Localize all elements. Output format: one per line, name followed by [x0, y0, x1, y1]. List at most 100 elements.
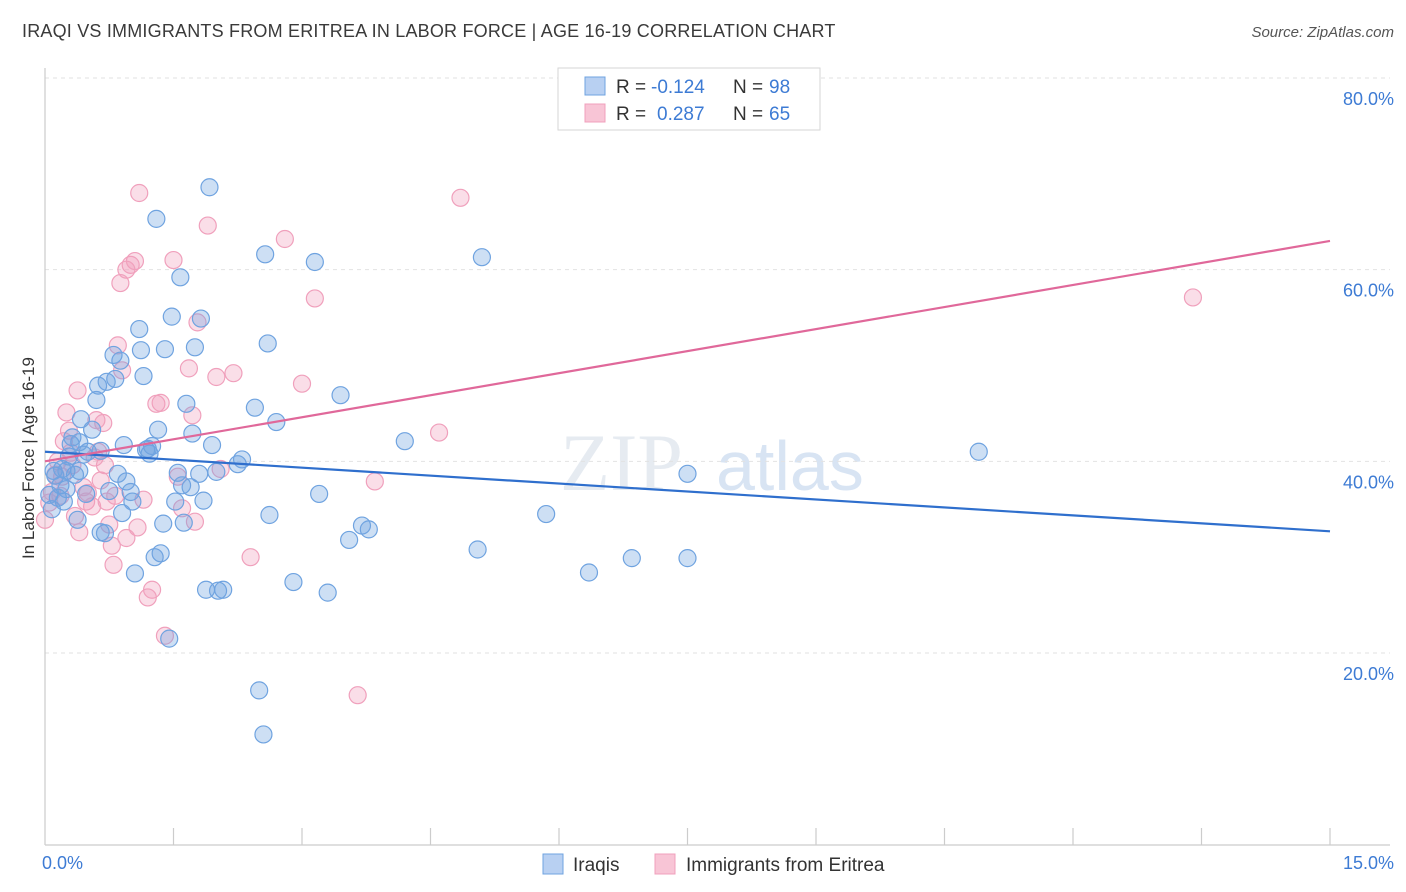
- y-tick-label: 40.0%: [1343, 472, 1394, 492]
- iraqis-point: [622, 549, 641, 568]
- iraqis-point: [340, 530, 359, 550]
- iraqis-point: [123, 492, 142, 511]
- iraqis-point: [130, 319, 149, 339]
- eritrea-point: [128, 518, 147, 537]
- iraqis-point: [117, 472, 136, 491]
- eritrea-point: [292, 374, 312, 393]
- eritrea-point: [305, 289, 324, 308]
- iraqis-point: [250, 681, 269, 700]
- iraqis-point: [190, 464, 209, 483]
- iraqis-point: [134, 366, 153, 386]
- chart-source: Source: ZipAtlas.com: [1251, 24, 1394, 41]
- legend-n-value-1: 98: [769, 77, 790, 98]
- iraqis-point: [166, 492, 185, 511]
- iraqis-point: [260, 505, 279, 525]
- eritrea-point: [111, 273, 130, 293]
- iraqis-point: [151, 544, 170, 563]
- eritrea-point: [183, 406, 202, 425]
- legend-n-label-1: N =: [733, 77, 763, 98]
- bottom-legend-swatch-iraqis: [542, 853, 564, 875]
- iraqis-point: [318, 583, 337, 602]
- iraqis-point: [331, 386, 350, 405]
- bottom-legend-label-eritrea: Immigrants from Eritrea: [686, 855, 885, 876]
- axes: [44, 68, 1390, 846]
- y-tick-label: 80.0%: [1343, 89, 1394, 109]
- eritrea-point: [224, 364, 243, 383]
- iraqis-point: [125, 564, 145, 583]
- series-eritrea-points: [35, 183, 1203, 705]
- iraqis-point: [57, 480, 76, 499]
- legend-n-label-2: N =: [733, 104, 763, 125]
- iraqis-point: [207, 462, 226, 481]
- iraqis-point: [70, 461, 89, 481]
- iraqis-point: [71, 410, 91, 429]
- iraqis-point: [537, 504, 556, 524]
- iraqis-point: [83, 420, 102, 439]
- iraqis-point: [77, 484, 96, 504]
- y-tick-label: 20.0%: [1343, 664, 1394, 684]
- y-tick-labels: 20.0% 40.0% 60.0% 80.0%: [1343, 89, 1394, 684]
- iraqis-point: [214, 580, 233, 599]
- legend-swatch-eritrea: [584, 103, 606, 123]
- iraqis-point: [969, 442, 988, 461]
- eritrea-point: [151, 393, 170, 412]
- iraqis-point: [472, 248, 491, 267]
- eritrea-point: [68, 381, 87, 400]
- iraqis-point: [147, 209, 166, 228]
- iraqis-point: [46, 466, 65, 485]
- iraqis-point: [395, 432, 414, 451]
- eritrea-point: [95, 456, 115, 475]
- iraqis-point: [305, 252, 324, 272]
- iraqis-point: [468, 540, 487, 559]
- eritrea-point: [35, 510, 55, 529]
- eritrea-point: [451, 188, 470, 207]
- iraqis-point: [191, 309, 211, 328]
- y-tick-label: 60.0%: [1343, 281, 1394, 301]
- eritrea-point: [130, 183, 149, 203]
- gridlines: [45, 77, 1390, 654]
- eritrea-point: [275, 229, 294, 249]
- eritrea-point: [348, 686, 367, 705]
- chart-title: IRAQI VS IMMIGRANTS FROM ERITREA IN LABO…: [22, 21, 836, 41]
- iraqis-point: [258, 334, 277, 353]
- iraqis-point: [208, 581, 228, 600]
- legend-swatch-iraqis: [584, 76, 606, 96]
- eritrea-point: [142, 580, 162, 599]
- iraqis-point: [194, 491, 213, 510]
- eritrea-point: [164, 250, 183, 270]
- eritrea-point: [117, 528, 136, 548]
- eritrea-point: [172, 499, 192, 518]
- x-tick-label-max: 15.0%: [1343, 853, 1394, 873]
- iraqis-trend-line: [44, 450, 1331, 533]
- iraqis-point: [359, 520, 378, 539]
- eritrea-point: [207, 367, 226, 387]
- eritrea-point: [365, 472, 384, 491]
- eritrea-point: [106, 486, 125, 505]
- eritrea-point: [179, 359, 199, 378]
- eritrea-point: [125, 251, 145, 271]
- eritrea-point: [198, 216, 217, 235]
- iraqis-point: [91, 523, 110, 542]
- iraqis-point: [174, 513, 193, 532]
- iraqis-point: [200, 178, 219, 197]
- iraqis-point: [87, 390, 106, 410]
- eritrea-point: [104, 555, 123, 574]
- eritrea-point: [429, 423, 449, 442]
- watermark-atlas: atlas: [716, 427, 864, 505]
- legend-r-value-2: 0.287: [657, 104, 705, 125]
- iraqis-point: [155, 340, 175, 359]
- iraqis-point: [160, 629, 179, 648]
- legend-r-value-1: -0.124: [651, 77, 705, 98]
- iraqis-point: [310, 484, 329, 504]
- iraqis-point: [148, 420, 168, 439]
- legend-n-value-2: 65: [769, 104, 790, 125]
- bottom-legend-swatch-eritrea: [654, 853, 676, 875]
- eritrea-point: [241, 548, 260, 567]
- iraqis-point: [57, 461, 76, 481]
- iraqis-point: [100, 481, 119, 501]
- iraqis-point: [112, 503, 132, 523]
- iraqis-point: [68, 510, 87, 529]
- iraqis-point: [154, 514, 173, 533]
- iraqis-point: [183, 424, 202, 443]
